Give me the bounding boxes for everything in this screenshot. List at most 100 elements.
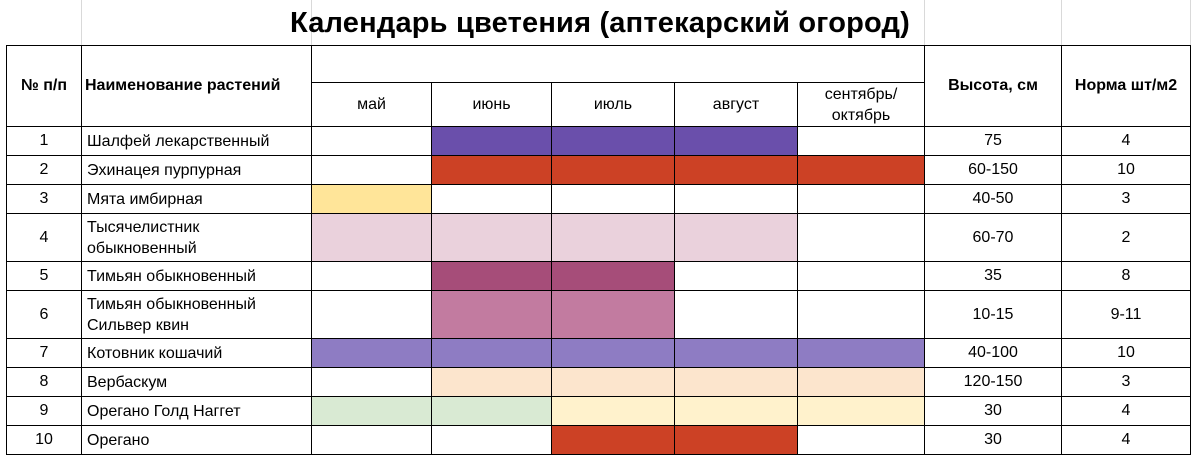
bloom-cell	[431, 261, 552, 291]
plant-norm: 10	[1061, 338, 1191, 368]
bloom-cell	[431, 396, 552, 426]
row-number: 1	[6, 126, 82, 156]
bloom-cell	[674, 184, 798, 214]
plant-norm: 9-11	[1061, 290, 1191, 339]
row-number: 6	[6, 290, 82, 339]
gridline	[1190, 0, 1191, 45]
table-row: 10 Орегано 30 4	[6, 425, 1191, 455]
plant-norm: 3	[1061, 184, 1191, 214]
plant-norm: 4	[1061, 126, 1191, 156]
bloom-cell	[431, 213, 552, 262]
plant-name: Орегано	[81, 425, 312, 455]
row-number: 8	[6, 367, 82, 397]
bloom-cell	[797, 155, 925, 185]
row-number: 4	[6, 213, 82, 262]
bloom-cell	[311, 367, 432, 397]
plant-height: 60-70	[924, 213, 1062, 262]
header-row: № п/п Наименование растений Высота, см Н…	[6, 45, 1191, 127]
plant-name: Котовник кошачий	[81, 338, 312, 368]
table-row: 2 Эхинацея пурпурная 60-150 10	[6, 155, 1191, 185]
bloom-cell	[797, 213, 925, 262]
plant-norm: 3	[1061, 367, 1191, 397]
plant-name: Эхинацея пурпурная	[81, 155, 312, 185]
plant-name: Тысячелистник обыкновенный	[81, 213, 312, 262]
bloom-cell	[674, 290, 798, 339]
bloom-cell	[674, 155, 798, 185]
table-row: 9 Орегано Голд Наггет 30 4	[6, 396, 1191, 426]
bloom-cell	[311, 155, 432, 185]
gridline	[924, 0, 925, 45]
bloom-cell	[797, 184, 925, 214]
bloom-cell	[551, 396, 675, 426]
bloom-cell	[311, 396, 432, 426]
row-number: 2	[6, 155, 82, 185]
plant-norm: 2	[1061, 213, 1191, 262]
bloom-cell	[797, 126, 925, 156]
bloom-cell	[311, 290, 432, 339]
plant-name: Тимьян обыкновенный Сильвер квин	[81, 290, 312, 339]
bloom-cell	[311, 425, 432, 455]
month-header-row: май июнь июль август сентябрь/ октябрь	[7, 82, 1191, 127]
bloom-cell	[311, 261, 432, 291]
bloom-cell	[797, 261, 925, 291]
table-row: 6 Тимьян обыкновенный Сильвер квин 10-15 9-…	[6, 290, 1191, 339]
table-row: 5 Тимьян обыкновенный 35 8	[6, 261, 1191, 291]
bloom-cell	[674, 261, 798, 291]
header-name: Наименование растений	[81, 45, 312, 127]
bloom-cell	[311, 126, 432, 156]
month-sept-oct: сентябрь/ октябрь	[797, 82, 925, 127]
plant-height: 40-100	[924, 338, 1062, 368]
bloom-calendar-table: № п/п Наименование растений Высота, см Н…	[6, 45, 1191, 455]
header-months-group	[311, 45, 925, 83]
bloom-cell	[674, 126, 798, 156]
header-norm: Норма шт/м2	[1061, 45, 1191, 127]
gridline	[81, 0, 82, 45]
month-july: июль	[551, 82, 675, 127]
bloom-cell	[551, 290, 675, 339]
bloom-cell	[551, 261, 675, 291]
month-may: май	[311, 82, 432, 127]
bloom-cell	[551, 155, 675, 185]
plant-height: 120-150	[924, 367, 1062, 397]
bloom-cell	[674, 367, 798, 397]
bloom-cell	[674, 213, 798, 262]
plant-name: Шалфей лекарственный	[81, 126, 312, 156]
bloom-cell	[551, 425, 675, 455]
table-row: 8 Вербаскум 120-150 3	[6, 367, 1191, 397]
bloom-cell	[431, 155, 552, 185]
bloom-cell	[431, 338, 552, 368]
bloom-cell	[797, 338, 925, 368]
bloom-cell	[797, 290, 925, 339]
plant-name: Тимьян обыкновенный	[81, 261, 312, 291]
page-title: Календарь цветения (аптекарский огород)	[289, 7, 911, 39]
gridline	[1061, 0, 1062, 45]
plant-height: 75	[924, 126, 1062, 156]
table-row: 4 Тысячелистник обыкновенный 60-70 2	[6, 213, 1191, 262]
bloom-cell	[431, 184, 552, 214]
header-height: Высота, см	[924, 45, 1062, 127]
bloom-cell	[431, 425, 552, 455]
bloom-cell	[311, 213, 432, 262]
plant-name: Мята имбирная	[81, 184, 312, 214]
plant-norm: 4	[1061, 425, 1191, 455]
plant-name: Вербаскум	[81, 367, 312, 397]
bloom-cell	[797, 425, 925, 455]
gridline	[311, 0, 312, 45]
row-number: 7	[6, 338, 82, 368]
bloom-cell	[431, 367, 552, 397]
row-number: 10	[6, 425, 82, 455]
table-row: 7 Котовник кошачий 40-100 10	[6, 338, 1191, 368]
bloom-cell	[674, 338, 798, 368]
row-number: 3	[6, 184, 82, 214]
plant-norm: 4	[1061, 396, 1191, 426]
plant-height: 35	[924, 261, 1062, 291]
table-row: 1 Шалфей лекарственный 75 4	[6, 126, 1191, 156]
plant-height: 30	[924, 396, 1062, 426]
month-june: июнь	[431, 82, 552, 127]
plant-height: 40-50	[924, 184, 1062, 214]
plant-name: Орегано Голд Наггет	[81, 396, 312, 426]
table-row: 3 Мята имбирная 40-50 3	[6, 184, 1191, 214]
bloom-cell	[551, 338, 675, 368]
bloom-cell	[311, 338, 432, 368]
